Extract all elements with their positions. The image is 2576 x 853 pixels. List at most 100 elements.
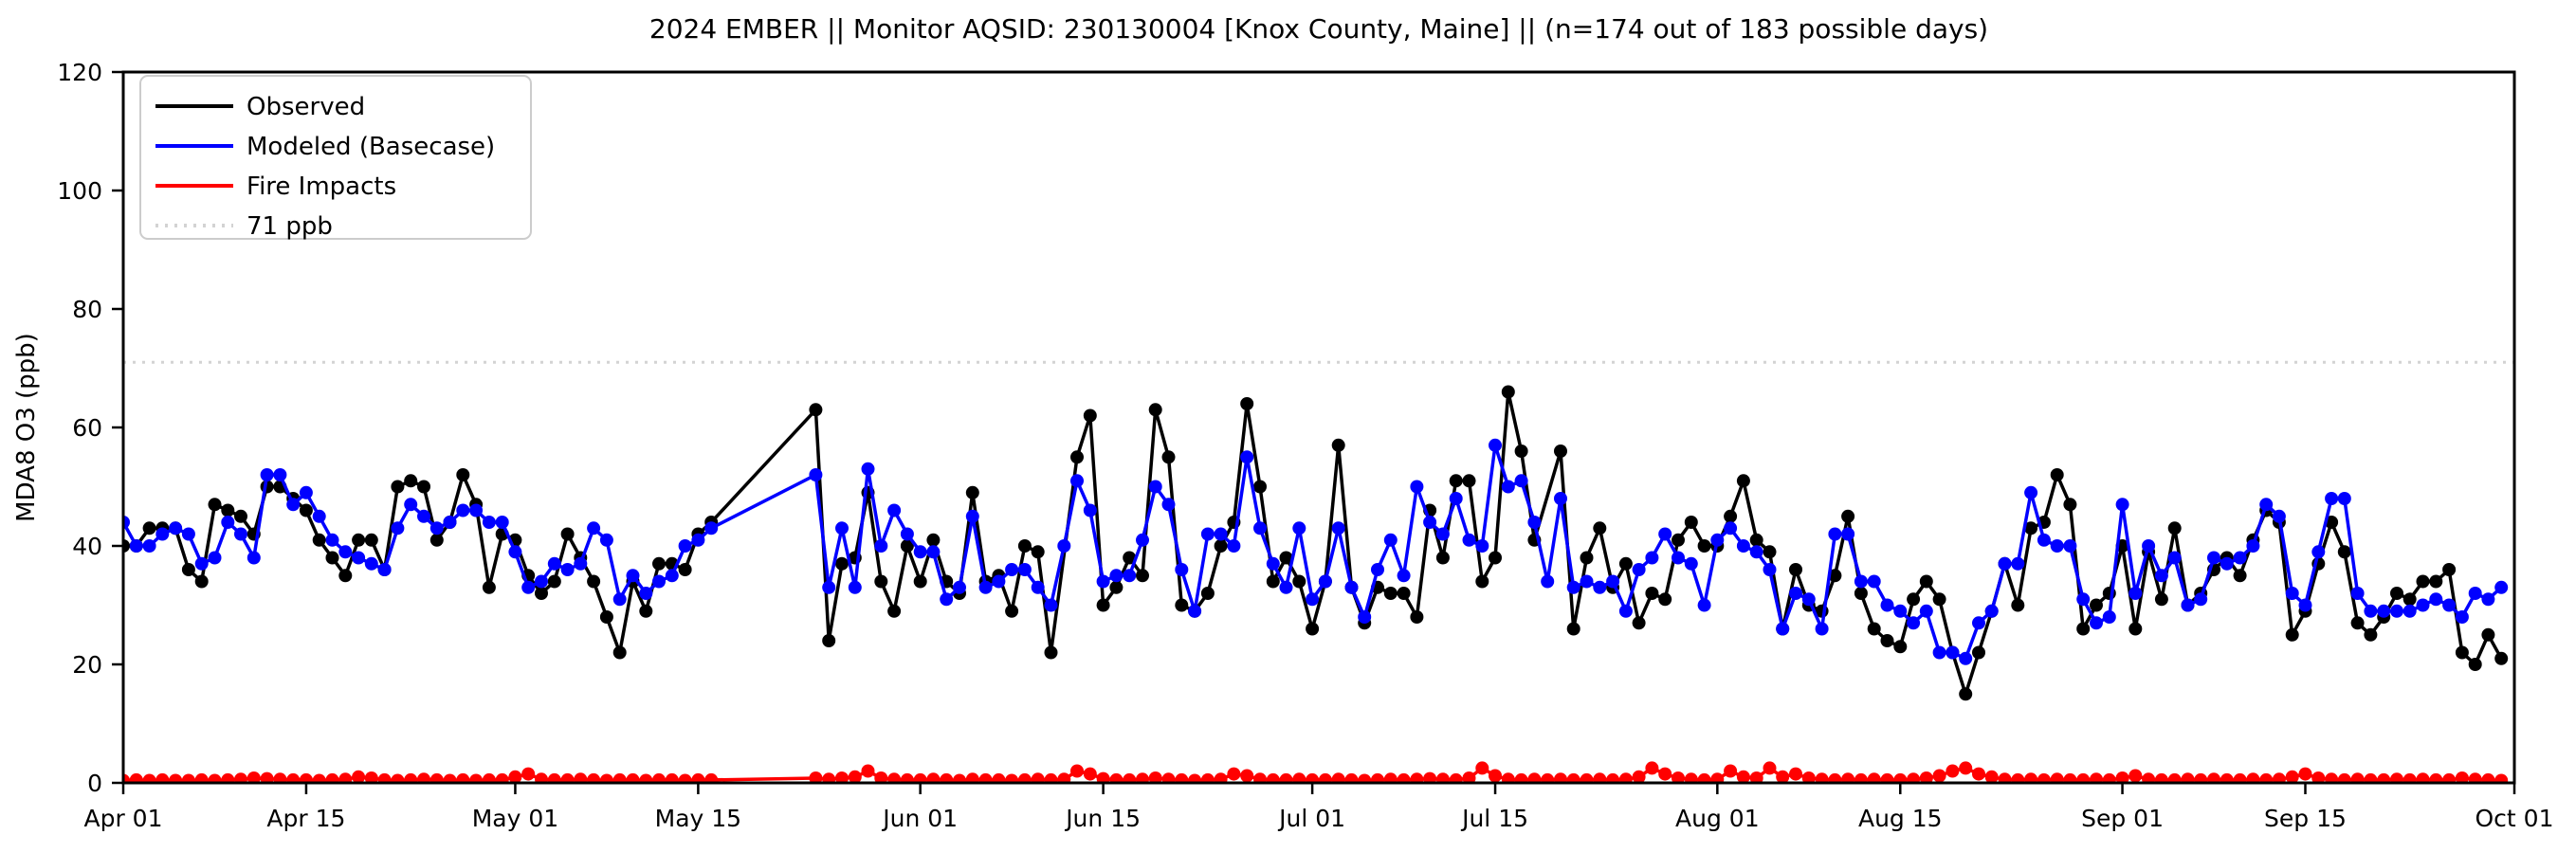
y-tick-label: 120 — [57, 59, 102, 86]
data-point — [1672, 771, 1685, 783]
data-point — [1880, 772, 1894, 783]
data-point — [835, 521, 849, 535]
data-point — [1632, 616, 1646, 630]
x-tick-label: Apr 15 — [266, 805, 345, 832]
data-point — [508, 545, 522, 559]
data-point — [2102, 610, 2116, 624]
x-tick-label: Aug 01 — [1675, 805, 1760, 832]
data-point — [704, 521, 719, 535]
data-point — [2181, 772, 2195, 783]
data-point — [2402, 592, 2417, 607]
data-point — [260, 468, 274, 481]
data-point — [1123, 551, 1137, 565]
data-point — [2246, 772, 2260, 783]
data-point — [1672, 533, 1685, 547]
data-point — [1854, 574, 1868, 589]
data-point — [2154, 592, 2168, 607]
data-point — [1514, 445, 1528, 458]
data-point — [1148, 403, 1162, 417]
data-point — [1475, 574, 1489, 589]
data-point — [1580, 574, 1594, 589]
data-point — [2259, 772, 2274, 783]
data-point — [1057, 539, 1071, 553]
data-point — [1109, 772, 1124, 783]
data-point — [1096, 771, 1110, 783]
data-point — [1801, 771, 1816, 783]
data-point — [965, 509, 979, 523]
data-point — [1292, 772, 1306, 783]
data-point — [325, 551, 339, 565]
data-point — [587, 574, 601, 589]
data-point — [848, 580, 862, 594]
data-point — [404, 474, 418, 488]
data-point — [1618, 604, 1633, 618]
data-point — [482, 580, 496, 594]
data-point — [874, 539, 888, 553]
y-tick-label: 20 — [72, 651, 102, 679]
data-point — [978, 580, 993, 594]
data-point — [2377, 772, 2391, 783]
data-point — [1371, 772, 1384, 783]
data-point — [2481, 772, 2495, 783]
data-point — [913, 772, 927, 783]
data-point — [612, 772, 627, 783]
data-point — [1541, 772, 1555, 783]
data-point — [1240, 450, 1254, 464]
y-tick-label: 80 — [72, 296, 102, 323]
data-point — [1136, 533, 1149, 547]
data-point — [495, 772, 509, 783]
data-point — [2468, 772, 2482, 783]
data-point — [639, 773, 653, 783]
data-point — [443, 516, 457, 529]
data-point — [1801, 592, 1816, 607]
data-point — [1136, 772, 1149, 783]
data-point — [1344, 772, 1359, 783]
data-point — [1749, 545, 1763, 559]
data-point — [848, 770, 862, 783]
data-point — [535, 574, 548, 589]
data-point — [508, 770, 522, 783]
data-point — [1815, 772, 1829, 783]
data-point — [2285, 587, 2299, 600]
data-point — [2063, 498, 2077, 512]
data-point — [1672, 551, 1685, 565]
data-point — [2090, 616, 2103, 630]
data-point — [1435, 772, 1450, 783]
data-point — [2142, 772, 2156, 783]
data-point — [1841, 772, 1855, 783]
data-point — [1606, 574, 1620, 589]
data-point — [940, 772, 954, 783]
data-point — [1489, 769, 1502, 783]
data-point — [1919, 771, 1933, 783]
data-point — [2311, 545, 2326, 559]
data-point — [456, 468, 470, 481]
data-point — [2416, 574, 2430, 589]
data-point — [1946, 645, 1960, 660]
data-point — [299, 503, 313, 517]
data-point — [1175, 772, 1189, 783]
data-point — [404, 498, 418, 512]
data-point — [2167, 551, 2182, 565]
data-point — [2154, 772, 2168, 783]
data-point — [1489, 438, 1502, 452]
data-point — [2115, 498, 2129, 512]
data-point — [1266, 556, 1280, 571]
data-point — [2233, 569, 2247, 583]
data-point — [1867, 772, 1881, 783]
data-point — [1645, 761, 1659, 775]
data-point — [1697, 539, 1711, 553]
legend-box — [139, 75, 532, 240]
data-point — [1344, 580, 1359, 594]
data-point — [155, 527, 170, 541]
data-point — [1593, 521, 1607, 535]
data-point — [1841, 509, 1855, 523]
data-point — [352, 533, 366, 547]
data-point — [429, 521, 444, 535]
data-point — [1306, 772, 1320, 783]
data-point — [1684, 772, 1698, 783]
x-tick-label: Sep 01 — [2081, 805, 2164, 832]
data-point — [2402, 604, 2417, 618]
data-point — [612, 645, 627, 660]
data-point — [2442, 772, 2457, 783]
